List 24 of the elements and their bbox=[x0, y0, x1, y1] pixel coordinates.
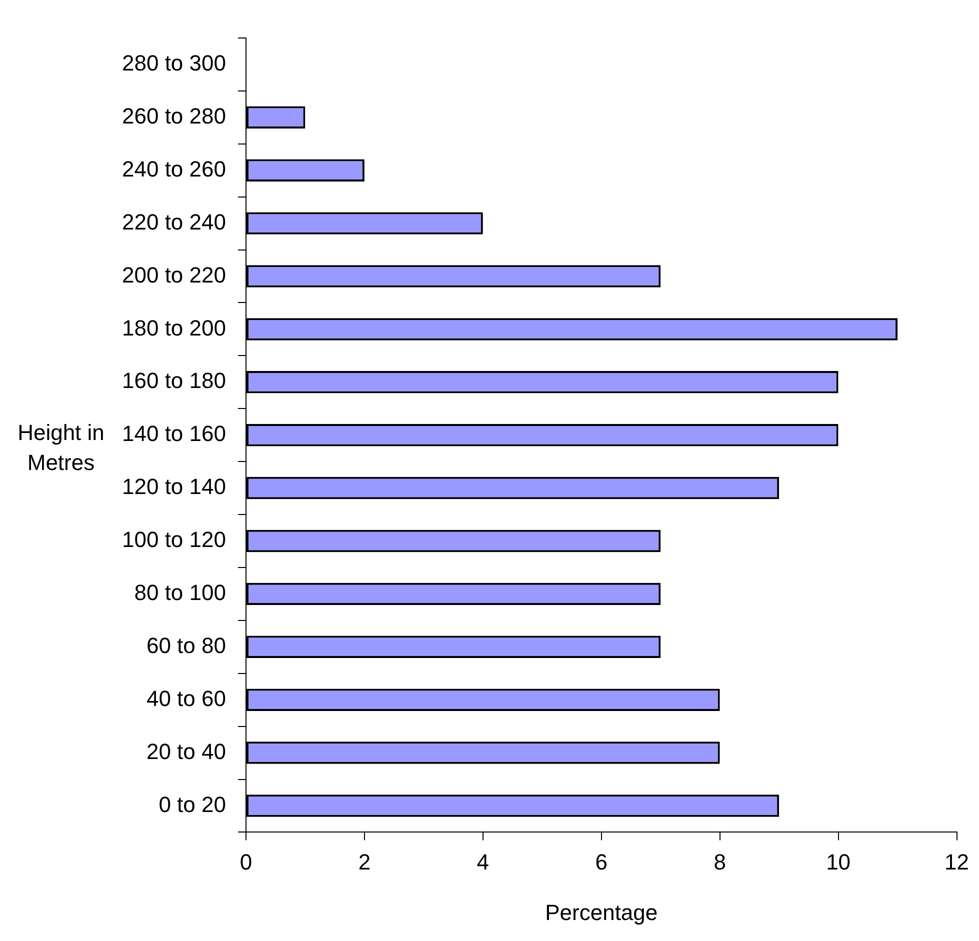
y-tick-label: 240 to 260 bbox=[122, 156, 226, 182]
x-tick-label: 8 bbox=[714, 849, 726, 874]
x-tick-label: 12 bbox=[944, 849, 970, 874]
y-tick-label: 260 to 280 bbox=[122, 103, 226, 128]
y-tick-label: 0 to 20 bbox=[158, 792, 226, 817]
x-tick-label: 6 bbox=[595, 849, 608, 874]
y-tick-label: 220 to 240 bbox=[122, 209, 226, 234]
y-tick-label: 100 to 120 bbox=[122, 527, 226, 552]
y-tick-label: 20 to 40 bbox=[146, 738, 226, 764]
x-axis-title: Percentage bbox=[545, 900, 658, 925]
x-tick-label: 10 bbox=[826, 849, 851, 874]
x-tick-label: 0 bbox=[240, 849, 252, 874]
y-tick-label: 120 to 140 bbox=[122, 474, 226, 500]
y-tick-label: 280 to 300 bbox=[122, 50, 226, 76]
y-tick-label: 80 to 100 bbox=[134, 580, 226, 606]
y-tick-label: 40 to 60 bbox=[146, 686, 226, 711]
y-tick-label: 140 to 160 bbox=[122, 421, 226, 446]
y-axis-title: Height in Metres bbox=[16, 419, 106, 477]
y-tick-label: 60 to 80 bbox=[146, 632, 226, 658]
y-tick-label: 200 to 220 bbox=[122, 262, 226, 288]
x-tick-label: 4 bbox=[476, 849, 490, 874]
x-tick-label: 2 bbox=[358, 849, 371, 874]
y-tick-label: 160 to 180 bbox=[122, 368, 226, 394]
y-tick-label: 180 to 200 bbox=[122, 315, 226, 340]
